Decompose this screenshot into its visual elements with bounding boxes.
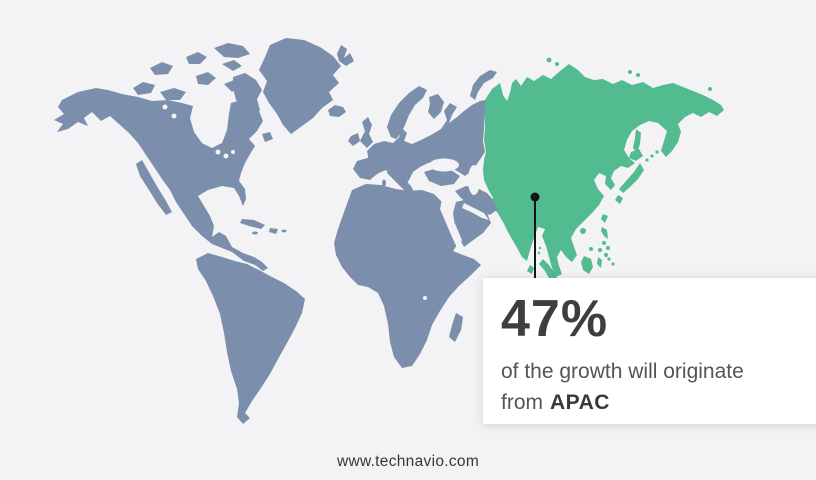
stat-description-line1: of the growth will originate: [501, 360, 744, 383]
great-lake: [231, 150, 235, 154]
map-japan-honshu: [619, 163, 644, 193]
highlighted-region-label: APAC: [550, 391, 610, 414]
map-greenland: [259, 38, 341, 134]
map-iceland: [328, 105, 346, 117]
map-turkey: [424, 168, 460, 186]
map-newfoundland: [262, 132, 273, 142]
map-taiwan: [601, 214, 608, 223]
map-water-bodies: [162, 104, 489, 300]
map-arctic-island: [636, 73, 640, 77]
map-south-america: [196, 253, 305, 424]
stat-value: 47%: [501, 290, 609, 348]
map-iberia: [353, 157, 381, 180]
map-andaman-island: [538, 246, 542, 250]
map-novaya-zemlya: [470, 70, 497, 100]
map-indonesian-island: [607, 257, 611, 261]
map-baffin-island: [233, 73, 262, 131]
canadian-lake: [162, 104, 168, 110]
map-borneo: [581, 256, 593, 274]
map-arctic-island: [546, 57, 552, 63]
great-lake: [215, 149, 221, 155]
map-asia-mainland: [483, 64, 724, 277]
map-philippine-island: [606, 246, 610, 250]
map-kuril-island: [655, 150, 659, 154]
map-kuril-island: [645, 158, 649, 162]
map-philippine-island: [604, 253, 608, 257]
caspian-sea: [468, 165, 480, 195]
region-rest-of-world: [54, 38, 498, 424]
map-arctic-island: [555, 62, 559, 66]
map-north-america: [54, 88, 268, 271]
map-baja-california: [136, 160, 172, 215]
stat-description-line2: from APAC: [501, 387, 816, 418]
stat-description-prefix: from: [501, 391, 543, 414]
map-hispaniola: [269, 228, 278, 234]
map-hainan: [580, 228, 586, 234]
map-philippines-luzon: [601, 227, 608, 239]
persian-gulf: [462, 203, 489, 220]
map-scandinavia: [387, 86, 427, 139]
region-apac: [483, 57, 724, 278]
footer-watermark: www.technavio.com: [0, 453, 816, 471]
map-japan-kyushu: [615, 195, 623, 204]
map-ireland: [348, 133, 360, 146]
map-sakhalin: [633, 129, 641, 153]
black-sea: [429, 158, 459, 172]
african-lake: [423, 296, 427, 300]
baltic-sea: [413, 121, 437, 139]
map-sulawesi: [597, 257, 602, 268]
map-philippine-island: [598, 248, 602, 252]
map-arctic-island: [708, 87, 712, 91]
callout-card: 47% of the growth will originate from AP…: [483, 278, 816, 424]
map-europe-mainland: [366, 100, 485, 188]
website-url: www.technavio.com: [336, 453, 480, 470]
map-indonesian-island: [611, 262, 615, 266]
map-sardinia: [382, 179, 386, 187]
map-jamaica: [252, 231, 258, 235]
map-sumatra: [539, 259, 557, 278]
map-madagascar: [449, 313, 463, 342]
map-philippine-island: [602, 241, 606, 245]
canadian-lake: [171, 113, 177, 119]
great-lake: [223, 153, 229, 159]
stat-description: of the growth will originate from APAC: [501, 356, 816, 418]
map-arctic-island: [628, 70, 632, 74]
map-arctic-archipelago: [133, 43, 250, 100]
map-andaman-island: [537, 251, 541, 255]
map-kuril-island: [650, 154, 654, 158]
red-sea: [440, 199, 462, 250]
map-iran-plateau: [455, 186, 498, 215]
map-palawan: [589, 247, 593, 251]
map-italy: [387, 168, 414, 194]
map-cuba: [240, 219, 265, 229]
apac-marker-dot: [530, 192, 540, 202]
map-finland: [428, 94, 444, 119]
map-africa: [334, 184, 481, 368]
map-puerto-rico: [281, 229, 287, 233]
map-sri-lanka: [527, 265, 534, 274]
map-svalbard: [337, 45, 354, 66]
map-great-britain: [360, 117, 373, 148]
map-japan-hokkaido: [629, 149, 643, 161]
